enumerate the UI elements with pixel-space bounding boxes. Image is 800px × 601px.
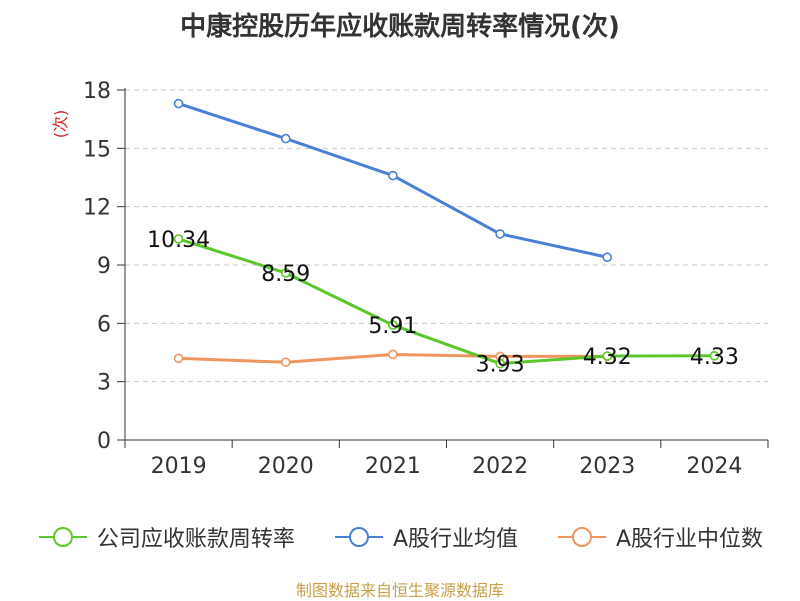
data-point <box>388 349 398 360</box>
y-tick-label: 18 <box>83 79 111 104</box>
data-point <box>173 98 184 109</box>
legend-swatch-marker <box>52 527 73 547</box>
data-point <box>173 353 184 364</box>
data-point <box>495 229 505 239</box>
x-tick-label: 2020 <box>258 454 314 479</box>
legend-swatch-icon <box>334 527 383 547</box>
source-note: 制图数据来自恒生聚源数据库 <box>295 581 504 600</box>
data-label: 4.32 <box>583 345 632 370</box>
data-point <box>495 358 505 369</box>
x-tick-label: 2022 <box>472 454 528 479</box>
y-tick-label: 3 <box>97 371 111 396</box>
series-lines <box>173 98 720 369</box>
y-tick-label: 15 <box>83 137 111 162</box>
data-label: 10.34 <box>147 228 210 253</box>
legend-swatch-marker <box>572 527 592 547</box>
y-tick-label: 12 <box>83 196 111 221</box>
data-point <box>280 357 291 368</box>
data-point <box>602 252 613 263</box>
y-axis-label: (次) <box>51 110 70 139</box>
chart-plot: 0 3 6 9 12 15 18 2019 2020 2021 2022 2023 2024 (次) 10… <box>51 79 769 479</box>
y-tick-label: 9 <box>97 254 111 279</box>
legend-swatch-marker <box>348 527 369 547</box>
data-label: 4.33 <box>690 345 739 370</box>
series-line <box>178 237 715 366</box>
legend-item[interactable]: 公司应收账款周转率 <box>37 521 295 553</box>
data-label: 8.59 <box>261 262 310 287</box>
data-point <box>602 351 613 361</box>
data-point <box>280 133 291 144</box>
data-point <box>709 351 720 361</box>
legend-label: 公司应收账款周转率 <box>96 527 295 552</box>
legend-swatch-icon <box>38 527 87 547</box>
legend-label: A股行业均值 <box>392 527 518 552</box>
legend-item[interactable]: A股行业中位数 <box>556 521 763 553</box>
legend-label: A股行业中位数 <box>616 527 764 552</box>
y-tick-label: 6 <box>97 312 111 337</box>
x-tick-label: 2021 <box>365 454 421 479</box>
data-label: 5.91 <box>368 314 417 339</box>
legend-item[interactable]: A股行业均值 <box>333 521 518 553</box>
legend: 公司应收账款周转率 A股行业均值 A股行业中位数 <box>0 521 800 553</box>
data-label: 3.93 <box>476 353 525 378</box>
grid-lines <box>125 89 768 383</box>
data-labels: 10.34 8.59 5.91 3.93 4.32 4.33 <box>147 228 739 378</box>
data-point <box>173 234 184 244</box>
series-line <box>178 102 608 259</box>
x-tick-label: 2023 <box>579 454 635 479</box>
x-tick-label: 2024 <box>686 454 742 479</box>
chart-title: 中康控股历年应收账款周转率情况(次) <box>180 12 620 42</box>
data-point <box>388 170 398 181</box>
data-point <box>388 320 398 330</box>
y-tick-label: 0 <box>97 429 111 454</box>
axes: 0 3 6 9 12 15 18 2019 2020 2021 2022 2023 2024 (次) <box>51 79 769 479</box>
x-tick-label: 2019 <box>151 454 207 479</box>
data-point <box>280 268 291 278</box>
legend-swatch-icon <box>558 527 606 547</box>
